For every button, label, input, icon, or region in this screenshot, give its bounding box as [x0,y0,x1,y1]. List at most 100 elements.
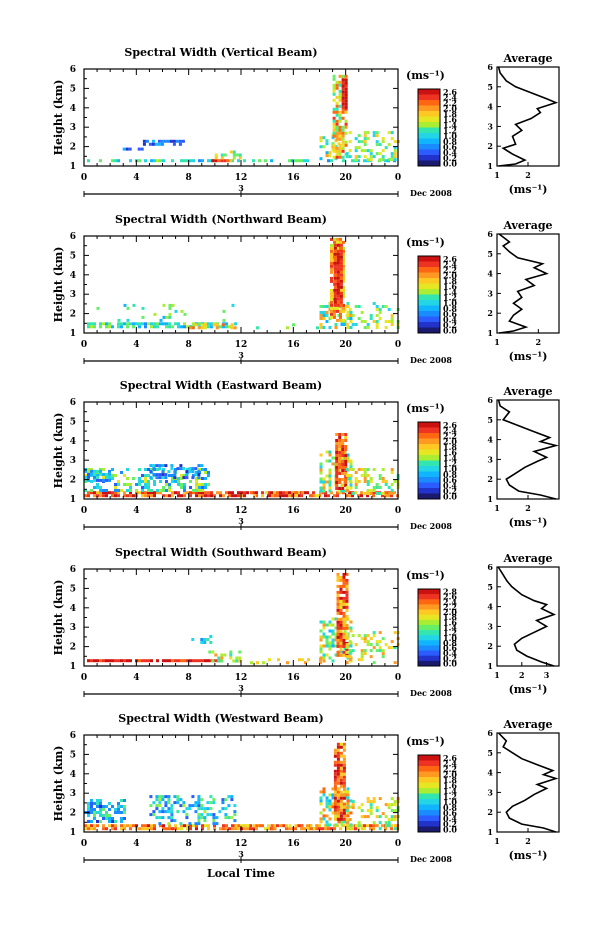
heatmap-cell [357,146,361,150]
heatmap-cell [342,285,345,289]
heatmap-cell [96,659,99,663]
heatmap-cell [180,325,183,329]
date-tick-label: 3 [238,516,244,526]
heatmap-cell [174,659,177,663]
heatmap-cell [171,480,174,483]
heatmap-cell [390,314,394,317]
heatmap-cell [182,804,186,808]
heatmap-cell [336,300,340,304]
heatmap-cell [378,821,382,825]
heatmap-cell [343,323,347,326]
heatmap-cell [142,139,146,143]
heatmap-cell [87,494,90,498]
colorbar-label: 2.4 [443,92,457,102]
heatmap-cell [168,322,171,326]
heatmap-cell [378,311,382,314]
heatmap-cell [179,467,183,471]
heatmap-cell [162,303,166,307]
heatmap-cell [345,599,349,603]
heatmap-cell [126,468,129,471]
heatmap-cell [222,824,225,828]
heatmap-cell [334,617,338,621]
heatmap-cell [123,494,126,498]
heatmap-cell [340,456,344,460]
heatmap-cell [252,491,255,495]
heatmap-cell [267,824,270,828]
heatmap-cell [322,635,326,639]
heatmap-cell [381,158,385,162]
heatmap-cell [342,581,346,585]
heatmap-cell [333,291,337,295]
colorbar-segment [418,810,440,816]
heatmap-cells [87,572,400,665]
colorbar-label: 0.2 [443,819,457,829]
heatmap-cell [372,646,376,650]
heatmap-cell [111,659,114,663]
heatmap-cell [341,439,345,442]
heatmap-cell [150,824,153,828]
heatmap-cell [354,155,358,159]
heatmap-cell [111,824,114,828]
heatmap-cell [267,491,270,495]
heatmap-cell [333,282,337,286]
heatmap-cell [306,159,309,163]
heatmap-cell [87,322,90,326]
heatmap-cell [215,822,219,826]
heatmap-cell [246,491,249,495]
x-tick-label: 12 [235,506,248,516]
heatmap-cell [336,623,340,627]
heatmap-cell [192,159,195,163]
heatmap-cell [338,134,342,138]
heatmap-cell [165,315,169,319]
heatmap-cell [344,90,348,94]
heatmap-cell [346,459,350,463]
heatmap-cell [279,491,282,495]
heatmap-cell [93,475,96,479]
heatmap-cell [334,638,338,642]
colorbar-label: 2.0 [443,607,457,617]
heatmap-cell [328,799,332,803]
heatmap-cell [120,824,123,828]
heatmap-cell [333,802,337,806]
heatmap-cell [339,784,343,788]
heatmap-cell [336,575,340,579]
heatmap-cell [336,294,340,298]
panel-3: Spectral Width (Eastward Beam)123456Heig… [52,379,560,531]
heatmap-cell [333,285,337,289]
colorbar-label: 1.8 [443,276,457,286]
heatmap-cell [378,477,382,480]
heatmap-cell [189,659,192,663]
colorbar-label: 1.6 [443,114,457,124]
heatmap-cell [345,806,349,810]
heatmap-cell [212,816,216,820]
heatmap-cell [309,827,312,831]
heatmap-cell [207,471,210,474]
heatmap-cell [341,131,345,135]
heatmap-cell [177,827,180,831]
heatmap-cell [363,140,367,144]
colorbar-segment [418,771,440,778]
heatmap-cell [300,159,303,163]
heatmap-cell [372,631,376,635]
y-tick-label: 5 [70,84,76,94]
heatmap-cell [114,659,117,663]
heatmap-cell [186,468,189,471]
heatmap-cell [195,489,198,492]
heatmap-cell [354,480,358,483]
average-y-tick-label: 6 [487,395,493,405]
heatmap-cell [390,483,394,486]
heatmap-cell [149,470,153,474]
heatmap-cell [233,819,237,823]
heatmap-cell [161,470,165,474]
heatmap-cell [339,781,343,785]
heatmap-cell [164,476,168,480]
heatmap-cell [164,795,168,799]
heatmap-cell [333,763,337,767]
heatmap-cell [200,798,204,802]
heatmap-cell [164,804,168,808]
heatmap-cell [178,139,182,143]
heatmap-cell [111,805,114,808]
heatmap-cell [336,793,340,797]
heatmap-cell [345,323,349,326]
heatmap-cell [357,468,361,471]
